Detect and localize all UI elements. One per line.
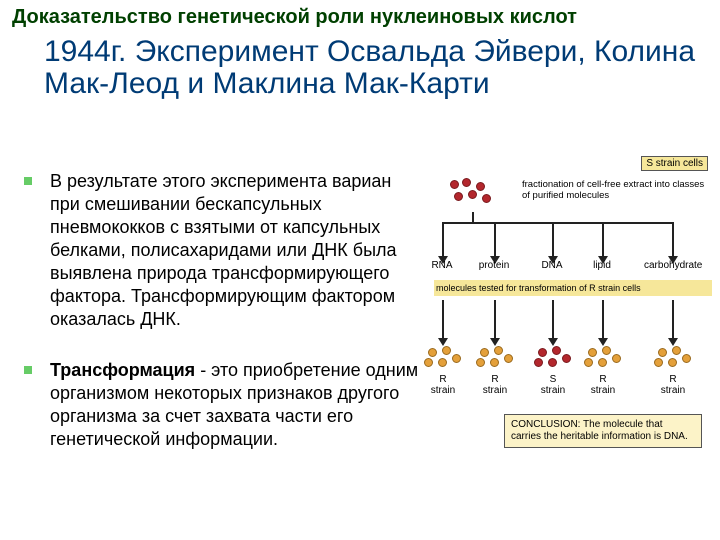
fraction-label: RNA [414,260,470,271]
bullet-text-2: Трансформация - это приобретение одним о… [50,359,424,451]
experiment-diagram: S strain cells fractionation of cell-fre… [434,156,712,456]
conclusion-box: CONCLUSION: The molecule that carries th… [504,414,702,448]
bullet-icon [24,177,32,185]
list-item: В результате этого эксперимента вариан п… [24,170,424,331]
fractionation-text: fractionation of cell-free extract into … [522,180,712,202]
strain-label: Sstrain [532,374,574,396]
bold-term: Трансформация [50,360,195,380]
bullet-icon [24,366,32,374]
page-title: Доказательство генетической роли нуклеин… [12,6,708,29]
bullet-text-1: В результате этого эксперимента вариан п… [50,170,424,331]
strain-label: Rstrain [474,374,516,396]
strain-label: Rstrain [582,374,624,396]
branch-line [472,212,474,222]
list-item: Трансформация - это приобретение одним о… [24,359,424,451]
fraction-label: carbohydrate [644,260,700,271]
mid-band-label: molecules tested for transformation of R… [434,280,712,296]
body-text: В результате этого эксперимента вариан п… [24,170,424,479]
strain-label: Rstrain [652,374,694,396]
branch-line [442,222,672,224]
s-strain-cells [448,176,496,206]
fraction-label: protein [466,260,522,271]
strain-label: Rstrain [422,374,464,396]
fraction-label: DNA [524,260,580,271]
experiment-title: 1944г. Эксперимент Освальда Эйвери, Коли… [44,36,700,101]
fraction-label: lipid [574,260,630,271]
s-strain-label: S strain cells [641,156,708,171]
